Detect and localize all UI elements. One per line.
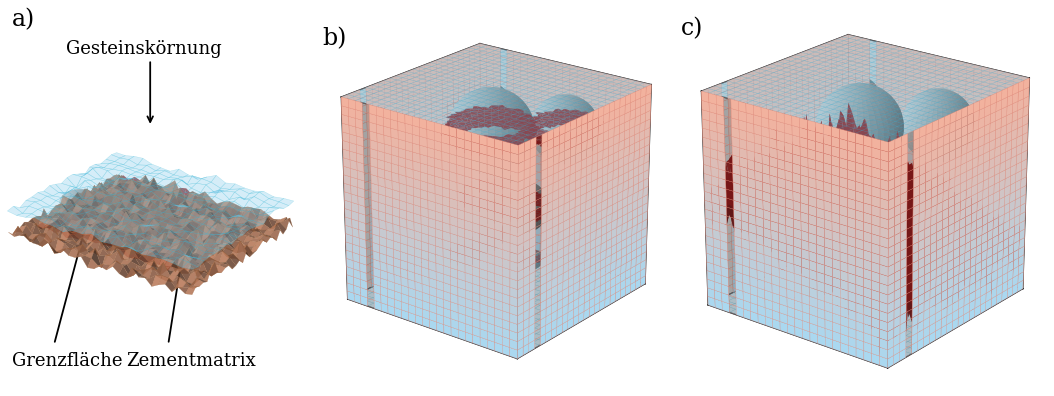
Text: Zementmatrix: Zementmatrix xyxy=(126,352,256,370)
Text: Grenzfläche: Grenzfläche xyxy=(12,352,122,370)
Text: a): a) xyxy=(12,8,35,31)
Text: c): c) xyxy=(681,17,703,40)
Text: b): b) xyxy=(321,27,346,50)
Text: Gesteinskörnung: Gesteinskörnung xyxy=(66,40,222,57)
